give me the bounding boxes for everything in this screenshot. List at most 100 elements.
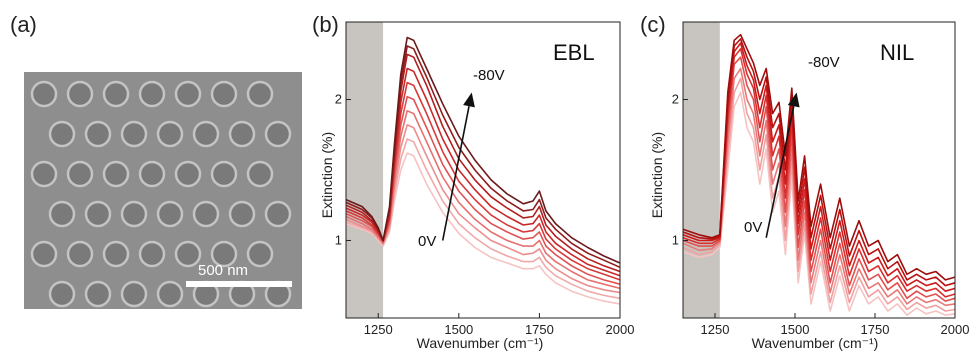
panel-b: (b) 1250 1500 1750 2000 1 2 EBL -80V 0V Waven… xyxy=(312,12,634,351)
panel-b-series-line xyxy=(345,67,621,277)
sem-hole xyxy=(102,80,130,108)
sem-image-background xyxy=(24,72,302,309)
sem-hole xyxy=(246,80,274,108)
sem-hole xyxy=(210,240,238,268)
sem-hole xyxy=(192,120,220,148)
panel-b-series-line xyxy=(345,36,621,264)
sem-hole xyxy=(246,160,274,188)
sem-hole xyxy=(264,120,292,148)
panel-b-series-line xyxy=(345,124,621,294)
panel-b-xtick-label: 2000 xyxy=(606,322,635,337)
sem-hole xyxy=(120,280,148,308)
panel-b-ytick-label: 2 xyxy=(335,92,342,107)
panel-c-label: (c) xyxy=(640,12,666,37)
sem-hole xyxy=(174,80,202,108)
panel-c-series-line xyxy=(682,77,956,312)
panel-b-axes-frame xyxy=(345,21,621,319)
panel-c-series-line xyxy=(682,33,956,281)
panel-c-corner-label: NIL xyxy=(880,40,914,65)
sem-hole xyxy=(102,240,130,268)
panel-c-arrow xyxy=(765,92,800,238)
sem-hole xyxy=(228,120,256,148)
panel-c-ytick-label: 1 xyxy=(672,232,679,247)
panel-c-arrow-head xyxy=(787,92,800,108)
panel-b-excluded-region xyxy=(346,22,384,318)
panel-c-xtick-label: 2000 xyxy=(941,322,970,337)
panel-b-ylabel: Extinction (%) xyxy=(319,132,335,218)
sem-hole xyxy=(138,240,166,268)
sem-hole xyxy=(210,80,238,108)
sem-hole xyxy=(138,80,166,108)
sem-hole xyxy=(66,240,94,268)
panel-b-annotation-top: -80V xyxy=(473,67,505,84)
panel-b-corner-label: EBL xyxy=(553,40,595,65)
panel-b-annotation-bottom: 0V xyxy=(418,233,436,250)
panel-c-axes-frame xyxy=(682,21,956,319)
sem-hole xyxy=(174,160,202,188)
sem-hole xyxy=(48,120,76,148)
panel-c-series-line xyxy=(682,42,956,292)
panel-c-series-line xyxy=(682,38,956,287)
sem-hole xyxy=(30,240,58,268)
panel-b-series xyxy=(345,36,621,305)
scalebar xyxy=(186,281,292,287)
sem-hole xyxy=(30,160,58,188)
panel-b-xtick-label: 1250 xyxy=(364,322,393,337)
panel-c-ylabel: Extinction (%) xyxy=(649,132,665,218)
panel-c-xlabel: Wavenumber (cm⁻¹) xyxy=(752,335,879,351)
panel-c-xtick-label: 1250 xyxy=(701,322,730,337)
panel-b-ytick-label: 1 xyxy=(335,232,342,247)
panel-b-series-line xyxy=(345,95,621,285)
sem-hole xyxy=(264,200,292,228)
sem-hole xyxy=(102,160,130,188)
scalebar-label: 500 nm xyxy=(198,262,248,279)
sem-hole xyxy=(156,120,184,148)
sem-hole xyxy=(156,200,184,228)
panel-b-arrow-shaft xyxy=(441,106,470,241)
sem-hole xyxy=(192,200,220,228)
sem-hole xyxy=(30,80,58,108)
sem-hole xyxy=(66,160,94,188)
sem-hole xyxy=(66,80,94,108)
sem-hole xyxy=(48,280,76,308)
panel-c: (c) 1250 1500 1750 2000 1 2 NIL -80V 0V Waven… xyxy=(640,12,969,351)
panel-c-annotation-top: -80V xyxy=(808,54,840,71)
panel-c-ytick-label: 2 xyxy=(672,92,679,107)
panel-c-annotation-bottom: 0V xyxy=(744,219,762,236)
panel-a: (a) 500 nm xyxy=(10,12,302,309)
panel-b-xtick-label: 1500 xyxy=(444,322,473,337)
panel-c-series-line xyxy=(682,91,956,316)
sem-hole xyxy=(138,160,166,188)
panel-a-label: (a) xyxy=(10,12,37,37)
panel-c-series xyxy=(682,33,956,316)
panel-b-ticks: 1250 1500 1750 2000 1 2 xyxy=(335,92,635,337)
sem-hole xyxy=(210,160,238,188)
panel-b-xlabel: Wavenumber (cm⁻¹) xyxy=(417,335,544,351)
panel-c-ticks: 1250 1500 1750 2000 1 2 xyxy=(672,92,970,337)
panel-c-xtick-label: 1500 xyxy=(781,322,810,337)
panel-b-arrow xyxy=(441,92,475,241)
sem-hole xyxy=(228,200,256,228)
panel-c-series-line xyxy=(682,56,956,302)
sem-hole xyxy=(84,200,112,228)
panel-b-arrow-head xyxy=(463,92,475,108)
sem-hole xyxy=(120,200,148,228)
sem-hole xyxy=(48,200,76,228)
panel-c-series-line xyxy=(682,67,956,307)
panel-c-xtick-label: 1750 xyxy=(861,322,890,337)
sem-hole xyxy=(84,280,112,308)
panel-b-series-line xyxy=(345,81,621,281)
panel-b-xtick-label: 1750 xyxy=(525,322,554,337)
sem-hole xyxy=(120,120,148,148)
panel-c-series-line xyxy=(682,48,956,298)
panel-b-series-line xyxy=(345,110,621,290)
panel-b-label: (b) xyxy=(312,12,339,37)
sem-hole xyxy=(156,280,184,308)
sem-image xyxy=(24,72,302,309)
panel-c-excluded-region xyxy=(683,22,720,318)
sem-hole xyxy=(246,240,274,268)
sem-hole xyxy=(84,120,112,148)
sem-hole xyxy=(174,240,202,268)
panel-c-arrow-shaft xyxy=(765,106,795,238)
